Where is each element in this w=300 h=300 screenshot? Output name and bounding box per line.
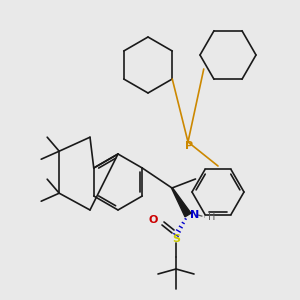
- Polygon shape: [172, 188, 191, 217]
- Text: S: S: [172, 234, 180, 244]
- Text: P: P: [185, 141, 193, 151]
- Text: O: O: [148, 215, 158, 225]
- Text: N: N: [190, 210, 200, 220]
- Text: H: H: [208, 212, 216, 222]
